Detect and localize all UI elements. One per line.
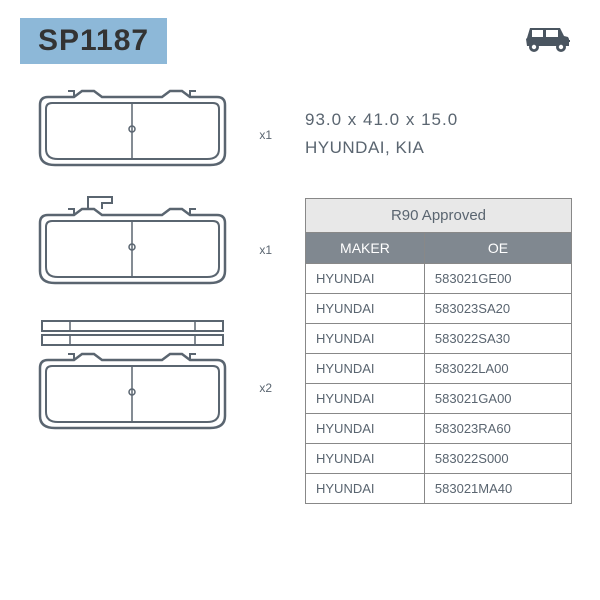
table-row: HYUNDAI583023SA20: [306, 294, 572, 324]
column-header-maker: MAKER: [306, 233, 425, 264]
table-cell: 583021GA00: [424, 384, 571, 414]
table-cell: HYUNDAI: [306, 354, 425, 384]
car-icon: [522, 18, 572, 61]
table-cell: HYUNDAI: [306, 474, 425, 504]
compatibility-table: R90 Approved MAKER OE HYUNDAI583021GE00H…: [305, 198, 572, 504]
table-cell: 583021MA40: [424, 474, 571, 504]
table-row: HYUNDAI583021GA00: [306, 384, 572, 414]
quantity-label: x1: [259, 128, 272, 142]
table-row: HYUNDAI583021GE00: [306, 264, 572, 294]
brands-text: HYUNDAI, KIA: [305, 138, 572, 158]
table-cell: 583022S000: [424, 444, 571, 474]
table-cell: HYUNDAI: [306, 294, 425, 324]
table-row: HYUNDAI583023RA60: [306, 414, 572, 444]
column-header-oe: OE: [424, 233, 571, 264]
table-row: HYUNDAI583022LA00: [306, 354, 572, 384]
table-cell: 583022LA00: [424, 354, 571, 384]
brake-pad-diagram: x1 x1: [30, 85, 250, 470]
table-cell: HYUNDAI: [306, 444, 425, 474]
table-row: HYUNDAI583022SA30: [306, 324, 572, 354]
table-cell: 583022SA30: [424, 324, 571, 354]
table-row: HYUNDAI583021MA40: [306, 474, 572, 504]
table-cell: 583023RA60: [424, 414, 571, 444]
table-cell: HYUNDAI: [306, 324, 425, 354]
table-cell: 583023SA20: [424, 294, 571, 324]
part-number-badge: SP1187: [20, 18, 167, 64]
table-cell: HYUNDAI: [306, 414, 425, 444]
dimensions-text: 93.0 x 41.0 x 15.0: [305, 110, 572, 130]
pad-schematic-3: [30, 315, 235, 455]
quantity-label: x2: [259, 381, 272, 395]
table-cell: HYUNDAI: [306, 384, 425, 414]
table-row: HYUNDAI583022S000: [306, 444, 572, 474]
approval-header: R90 Approved: [306, 199, 572, 233]
pad-schematic-1: [30, 85, 235, 180]
quantity-label: x1: [259, 243, 272, 257]
table-cell: 583021GE00: [424, 264, 571, 294]
table-cell: HYUNDAI: [306, 264, 425, 294]
pad-schematic-2: [30, 195, 235, 300]
